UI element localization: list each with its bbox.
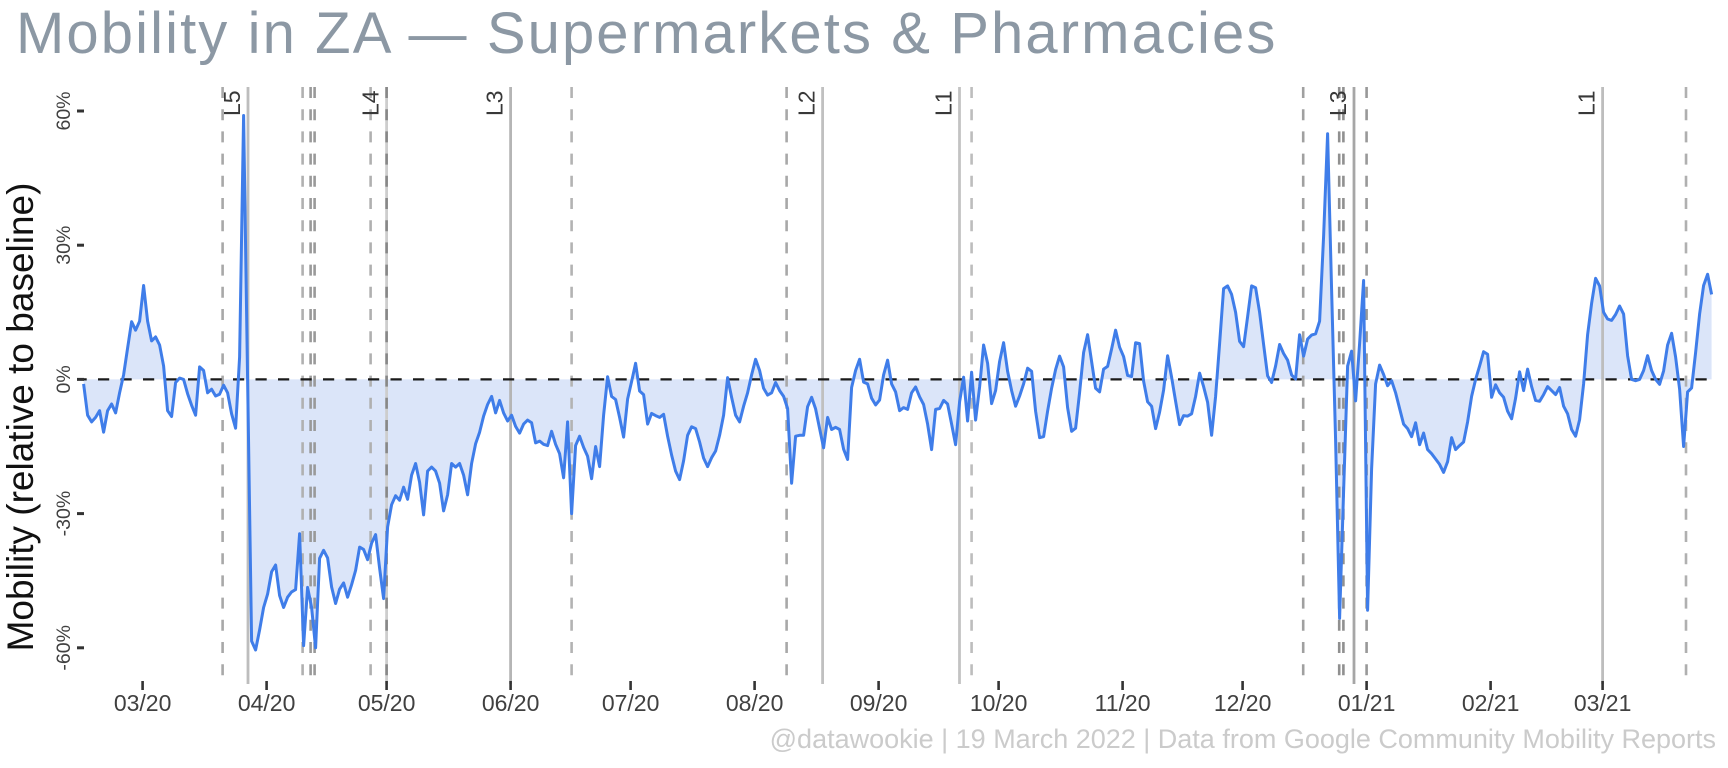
svg-text:0%: 0% (53, 365, 75, 393)
svg-text:30%: 30% (53, 226, 75, 265)
svg-text:-60%: -60% (53, 625, 75, 671)
svg-text:04/20: 04/20 (238, 690, 296, 716)
svg-text:09/20: 09/20 (850, 690, 908, 716)
svg-text:60%: 60% (53, 91, 75, 130)
svg-text:03/20: 03/20 (114, 690, 172, 716)
svg-text:L5: L5 (219, 90, 245, 116)
svg-text:01/21: 01/21 (1338, 690, 1396, 716)
svg-text:02/21: 02/21 (1462, 690, 1520, 716)
svg-text:06/20: 06/20 (482, 690, 540, 716)
svg-text:L1: L1 (1574, 90, 1600, 116)
svg-text:L4: L4 (358, 90, 384, 116)
svg-text:10/20: 10/20 (970, 690, 1028, 716)
svg-text:L1: L1 (931, 90, 957, 116)
svg-text:L2: L2 (794, 90, 820, 116)
svg-text:03/21: 03/21 (1574, 690, 1632, 716)
svg-text:L3: L3 (1325, 90, 1351, 116)
svg-text:11/20: 11/20 (1095, 690, 1151, 716)
svg-text:Mobility (relative to baseline: Mobility (relative to baseline) (0, 183, 41, 652)
svg-text:L3: L3 (482, 90, 508, 116)
svg-text:-30%: -30% (53, 491, 75, 537)
svg-text:05/20: 05/20 (358, 690, 416, 716)
svg-text:07/20: 07/20 (602, 690, 660, 716)
svg-text:08/20: 08/20 (726, 690, 784, 716)
svg-text:12/20: 12/20 (1214, 690, 1272, 716)
